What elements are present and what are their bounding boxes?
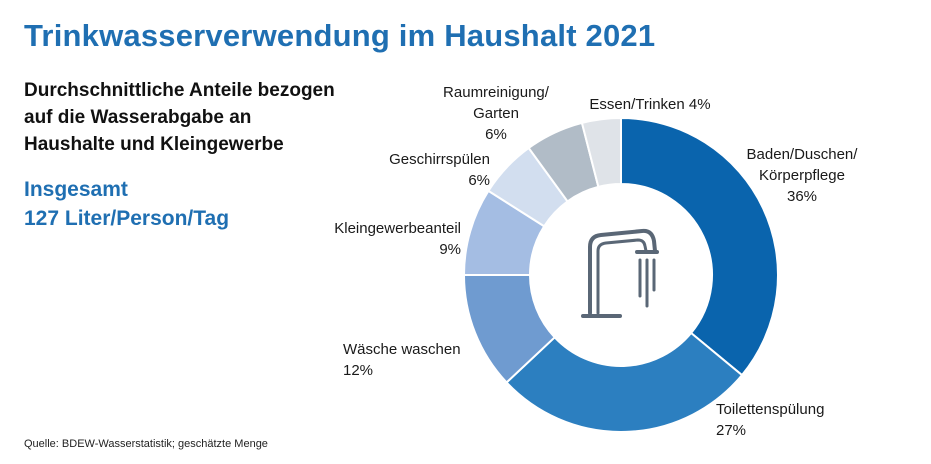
slice-value: 12%: [343, 362, 373, 379]
slice-labels: Baden/Duschen/Körperpflege 36% Toilettensp…: [334, 84, 858, 439]
source-note: Quelle: BDEW-Wasserstatistik; geschätzte…: [24, 438, 268, 450]
chart-title: Trinkwasserverwendung im Haushalt 2021: [24, 18, 656, 53]
slice-value: 27%: [716, 422, 746, 439]
slice-label-line: Essen/Trinken 4%: [589, 96, 710, 113]
slice-label: Wäsche waschen 12%: [343, 341, 461, 379]
slice-label: Baden/Duschen/Körperpflege 36%: [747, 146, 859, 205]
slice-label-line: Garten: [473, 105, 519, 122]
donut-slice: [505, 331, 744, 433]
slice-label: Raumreinigung/Garten 6%: [443, 84, 550, 143]
donut-slice: [580, 116, 622, 189]
slice-label: Essen/Trinken 4%: [589, 96, 710, 113]
subtitle-line: Durchschnittliche Anteile bezogen: [24, 80, 335, 101]
total-label: Insgesamt: [24, 178, 128, 201]
slice-label: Toilettenspülung 27%: [716, 401, 824, 439]
slice-label-line: Wäsche waschen: [343, 341, 461, 358]
slice-value: 6%: [485, 126, 507, 143]
slice-value: 9%: [439, 241, 461, 258]
slice-label: Geschirrspülen 6%: [389, 151, 490, 189]
slice-value: 6%: [468, 172, 490, 189]
water-tap-icon: [581, 228, 659, 318]
slice-label-line: Körperpflege: [759, 167, 845, 184]
total-consumption: Insgesamt 127 Liter/Person/Tag: [24, 175, 344, 233]
total-value: 127 Liter/Person/Tag: [24, 207, 230, 230]
slice-label-line: Raumreinigung/: [443, 84, 550, 101]
slice-label-line: Toilettenspülung: [716, 401, 824, 418]
slice-label: Kleingewerbeanteil 9%: [334, 220, 461, 258]
chart-subtitle: Durchschnittliche Anteile bezogen auf di…: [24, 77, 384, 158]
donut-hole: [531, 185, 711, 365]
slice-value: 36%: [787, 188, 817, 205]
subtitle-line: Haushalte und Kleingewerbe: [24, 134, 284, 155]
slice-label-line: Kleingewerbeanteil: [334, 220, 461, 237]
donut-slices: [462, 116, 779, 433]
subtitle-line: auf die Wasserabgabe an: [24, 107, 252, 128]
slice-label-line: Baden/Duschen/: [747, 146, 859, 163]
slice-label-line: Geschirrspülen: [389, 151, 490, 168]
donut-slice: [620, 116, 779, 377]
